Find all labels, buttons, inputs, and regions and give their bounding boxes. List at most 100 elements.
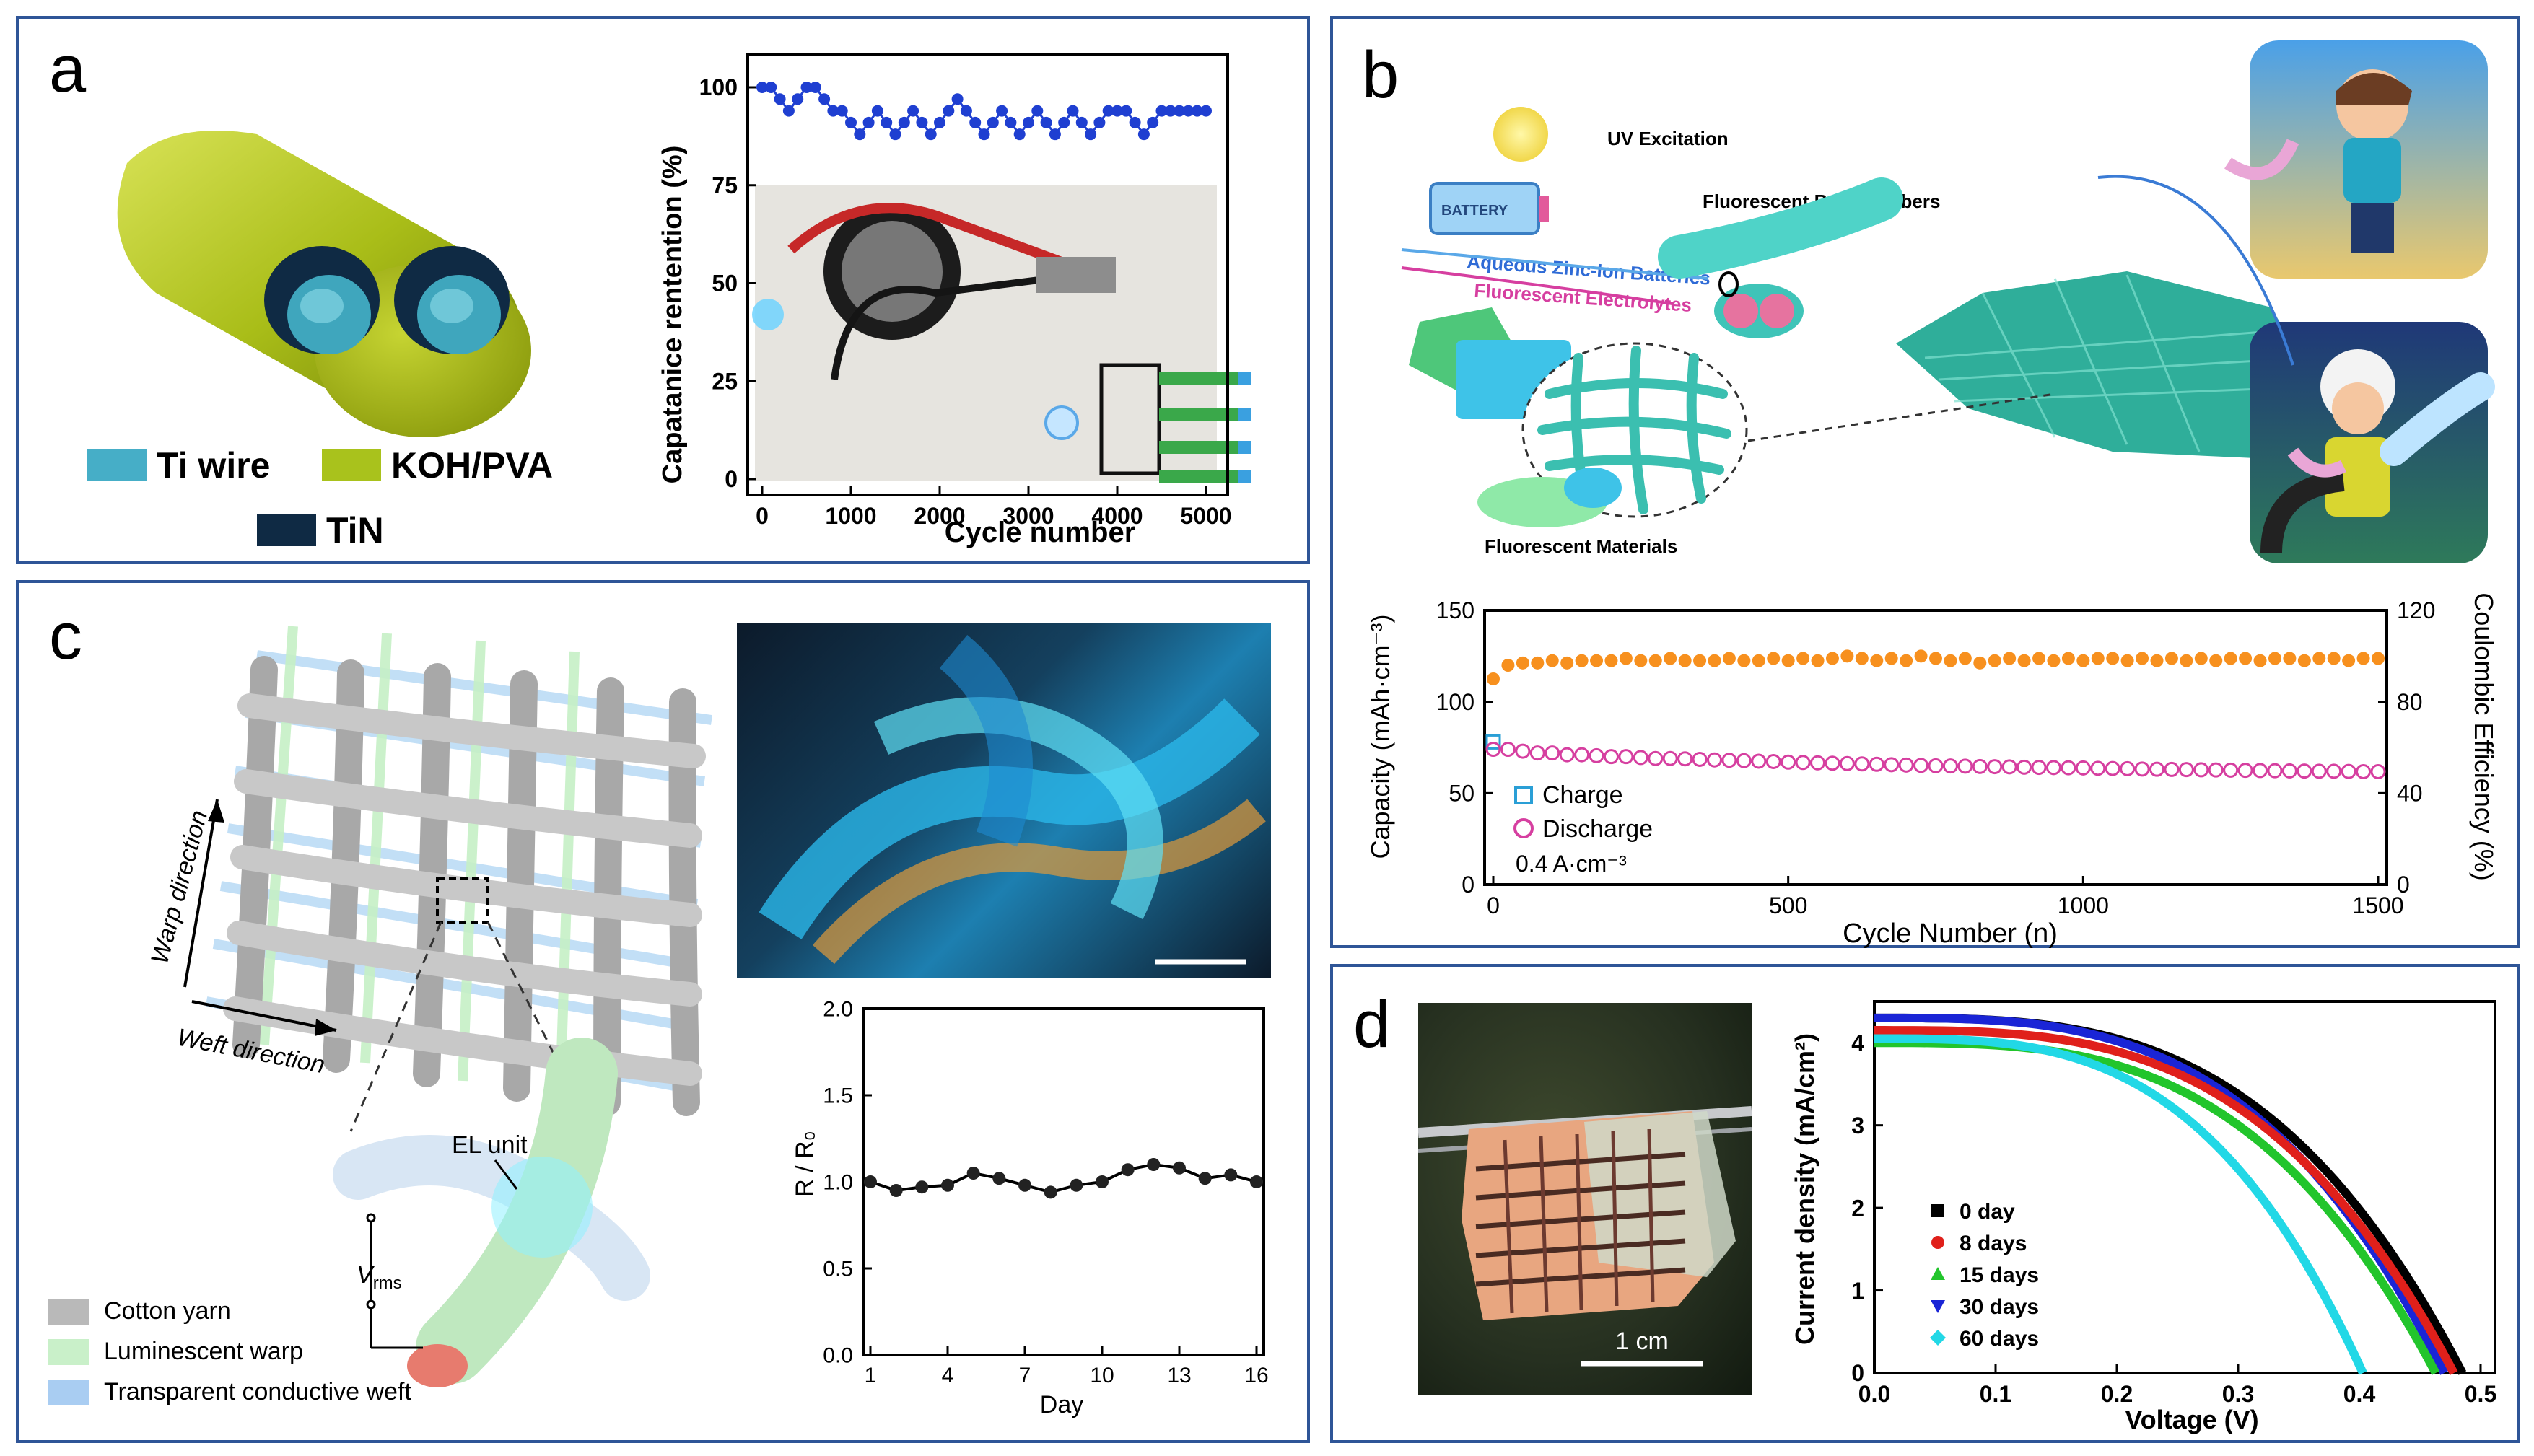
- chart-a-xlabel: Cycle number: [945, 517, 1136, 548]
- legend-luminescent: Luminescent warp: [48, 1338, 303, 1366]
- legend-koh-pva: KOH/PVA: [322, 444, 553, 486]
- fluorescent-battery-schematic: BATTERY UV Excitation Fluorescent Batter…: [1401, 40, 2495, 563]
- chart-d-legend-label-1: 8 days: [1960, 1232, 2027, 1255]
- chart-b-efficiency-point: [2120, 654, 2134, 667]
- chart-b-yr-tick-label-2: 80: [2397, 689, 2423, 715]
- arrow-to-firefighter: [2287, 447, 2347, 478]
- chart-a-point: [996, 105, 1008, 117]
- chart-c-y-tick-label-3: 1.5: [823, 1084, 853, 1108]
- chart-a-point: [1191, 105, 1203, 117]
- chart-b-discharge-point: [2281, 763, 2297, 779]
- chart-b-discharge-point: [1529, 745, 1545, 761]
- inset-red-wire: [787, 203, 1089, 276]
- chart-b-discharge-point: [1957, 758, 1973, 774]
- chart-b-discharge-point: [2164, 761, 2180, 777]
- chart-a-point: [951, 93, 964, 105]
- inset-clip: [1036, 257, 1116, 293]
- chart-b-efficiency-point: [1487, 672, 1500, 685]
- chart-b-efficiency-point: [2268, 652, 2281, 665]
- chart-a-point: [943, 105, 955, 117]
- chart-c-y-tick-label-1: 0.5: [823, 1258, 853, 1281]
- chart-a-point: [1023, 116, 1034, 128]
- fiber-cross-section: [1658, 177, 1903, 338]
- chart-b-efficiency-point: [2150, 654, 2164, 667]
- warp-arrow: [183, 799, 219, 988]
- chart-b-yr-tick-label-1: 40: [2397, 781, 2423, 807]
- chart-b-efficiency-point: [2164, 652, 2178, 665]
- transparent-swatch: [48, 1379, 89, 1405]
- chart-c-x-tick-label-0: 1: [865, 1364, 877, 1387]
- legend-ti-wire: Ti wire: [87, 444, 270, 486]
- chart-a-point: [756, 82, 768, 93]
- chart-b-efficiency-point: [1708, 654, 1721, 667]
- ti-wire-right: [417, 275, 501, 354]
- chart-b-discharge-point: [1677, 751, 1693, 767]
- chart-b-discharge-point: [2017, 759, 2032, 775]
- chart-d-legend-label-3: 30 days: [1960, 1295, 2039, 1319]
- coaxial-fiber-diagram: [117, 131, 531, 437]
- inset-led: [752, 299, 784, 330]
- chart-c-point: [966, 1167, 980, 1180]
- chart-b-efficiency-point: [2194, 652, 2208, 665]
- arrow-to-runner: [2224, 139, 2299, 180]
- chart-b-discharge-point: [1810, 755, 1826, 771]
- koh-pva-label: KOH/PVA: [391, 445, 554, 486]
- chart-b-discharge-point: [2267, 763, 2283, 779]
- chart-b-discharge-point: [1515, 743, 1531, 759]
- chart-b-efficiency-point: [1855, 652, 1869, 665]
- ti-wire-label: Ti wire: [157, 445, 271, 486]
- chart-c-line: [870, 1162, 1257, 1194]
- legend-charge-marker: [1514, 786, 1533, 804]
- chart-c-point: [1250, 1175, 1263, 1188]
- chart-d-legend-label-2: 15 days: [1960, 1263, 2039, 1287]
- chart-a-point: [934, 116, 945, 128]
- chart-a-point: [818, 93, 831, 105]
- chart-b-yl-tick-label-1: 50: [1449, 781, 1474, 807]
- chart-b-efficiency-point: [1752, 654, 1765, 667]
- chart-b-discharge-point: [2090, 760, 2106, 776]
- chart-b-efficiency-point: [2106, 652, 2120, 665]
- chart-a-point: [836, 105, 848, 117]
- chart-b-discharge-point: [1898, 757, 1914, 773]
- chart-c-point: [915, 1180, 929, 1194]
- chart-b-discharge-point: [2297, 763, 2312, 779]
- chart-d-legend-label-0: 0 day: [1960, 1200, 2015, 1224]
- chart-b-efficiency-point: [2017, 654, 2031, 667]
- chart-a-point: [765, 82, 777, 93]
- chart-b-x-tick-label-0: 0: [1487, 893, 1500, 918]
- chart-b-efficiency-point: [2297, 654, 2311, 667]
- chart-a-point: [960, 105, 972, 117]
- chart-b-discharge-point: [2223, 762, 2239, 778]
- chart-b-discharge-point: [1618, 749, 1634, 765]
- chart-b-discharge-point: [2075, 760, 2091, 776]
- chart-b-legend: Charge Discharge 0.4 A·cm⁻³: [1513, 781, 1653, 877]
- chart-c-point: [941, 1178, 954, 1192]
- chart-b-efficiency-point: [1781, 654, 1795, 667]
- chart-c-point: [1224, 1168, 1238, 1182]
- chart-a-x-tick-label-3: 3000: [1002, 503, 1054, 529]
- chart-b-efficiency-point: [2224, 652, 2237, 665]
- chart-a-point: [1174, 105, 1186, 117]
- el-unit-illustration: [333, 1038, 650, 1387]
- chart-d-legend-label-4: 60 days: [1960, 1327, 2039, 1351]
- chart-d-legend-marker-0: [1931, 1204, 1944, 1217]
- chart-b-efficiency-point: [1531, 656, 1545, 670]
- chart-b-frame: [1483, 609, 2388, 886]
- materials-label: Fluorescent Materials: [1485, 535, 1677, 557]
- luminescent-fabric-photo: [737, 623, 1271, 978]
- cotton-swatch: [48, 1298, 89, 1325]
- chart-a-point: [1085, 128, 1097, 141]
- weft-arrowhead: [315, 1019, 336, 1036]
- chart-d-curve-3: [1874, 1013, 2448, 1375]
- chart-b-discharge-point: [1736, 753, 1752, 768]
- el-unit-label: EL unit: [452, 1131, 528, 1159]
- chart-d: Current density (mA/cm²) Voltage (V) 0 1 2…: [1790, 1000, 2496, 1434]
- cotton-label: Cotton yarn: [104, 1297, 231, 1325]
- chart-b-efficiency-point: [2239, 652, 2253, 665]
- chart-b-discharge-point: [1854, 756, 1870, 772]
- chart-b-efficiency-point: [1590, 654, 1604, 667]
- chart-a-point: [800, 82, 813, 93]
- chart-b-efficiency-point: [1840, 649, 1854, 663]
- chart-c-point: [1173, 1161, 1186, 1175]
- chart-b-efficiency-point: [2047, 654, 2061, 667]
